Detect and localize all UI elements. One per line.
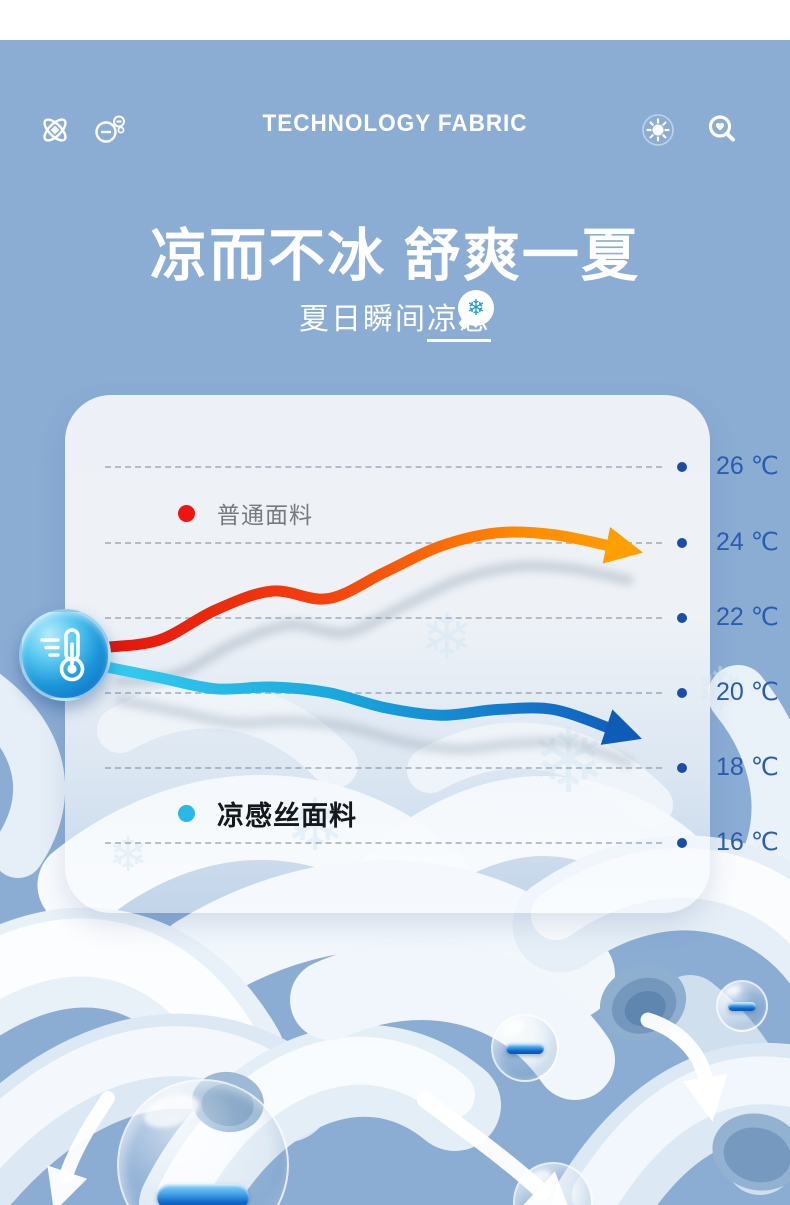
subtitle-prefix: 夏日瞬间: [299, 303, 427, 336]
subtitle: 夏日瞬间凉感: [0, 294, 790, 342]
minus-ion-symbol: [157, 1184, 249, 1205]
gridline: [105, 842, 662, 844]
ion-bubble: [117, 1079, 289, 1205]
ion-bubble: [513, 1162, 593, 1205]
legend-ordinary-fabric: 普通面料: [178, 496, 313, 530]
axis-dot: [677, 613, 687, 623]
ion-bubble: [491, 1014, 559, 1082]
thermometer-icon: [19, 609, 111, 701]
axis-dot: [677, 688, 687, 698]
snowflake-icon: ❄: [466, 295, 486, 320]
legend-dot-cyan: [178, 805, 195, 822]
minus-ion-symbol: [506, 1042, 544, 1054]
legend-label: 普通面料: [217, 502, 313, 528]
y-tick-label: 22 ℃: [716, 603, 779, 631]
banner-header: TECHNOLOGY FABRIC: [0, 104, 790, 156]
gridline: [105, 692, 662, 694]
atom-icon: [37, 112, 73, 148]
fiber-tube-opening: [712, 1113, 790, 1191]
snowflake-badge: ❄: [458, 290, 494, 326]
minus-ion-symbol: [728, 1001, 756, 1011]
gridline: [105, 466, 662, 468]
y-tick-label: 18 ℃: [716, 753, 779, 781]
search-icon: [704, 112, 740, 148]
legend-label: 凉感丝面料: [217, 801, 357, 831]
y-tick-label: 24 ℃: [716, 528, 779, 556]
gridline: [105, 617, 662, 619]
legend-cooling-fabric: 凉感丝面料: [178, 794, 357, 833]
banner-title: TECHNOLOGY FABRIC: [262, 110, 528, 137]
y-tick-label: 20 ℃: [716, 678, 779, 706]
top-white-strip: [0, 0, 790, 40]
main-title: 凉而不冰 舒爽一夏: [150, 224, 640, 288]
ion-bubble: [716, 980, 768, 1032]
gridline: [105, 542, 662, 544]
fiber-tube-opening: [599, 964, 687, 1042]
axis-dot: [677, 462, 687, 472]
negative-ion-icon: [92, 112, 128, 148]
legend-dot-red: [178, 504, 195, 522]
gridline: [105, 767, 662, 769]
sun-icon: [640, 112, 676, 148]
temperature-chart-card: [65, 395, 710, 913]
axis-dot: [677, 763, 687, 773]
y-tick-label: 16 ℃: [716, 828, 779, 856]
axis-dot: [677, 838, 687, 848]
y-tick-label: 26 ℃: [716, 452, 779, 480]
axis-dot: [677, 538, 687, 548]
